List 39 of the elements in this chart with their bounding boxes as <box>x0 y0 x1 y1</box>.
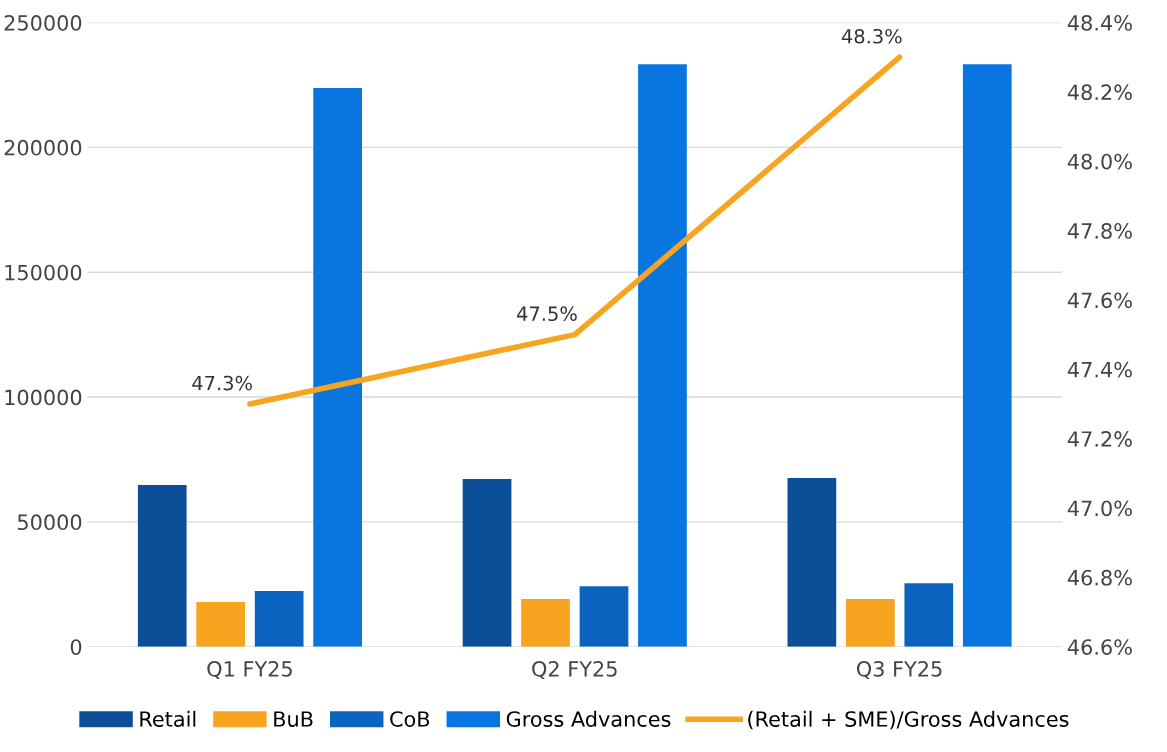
y-tick-label: 100000 <box>5 389 82 406</box>
bar <box>904 583 954 647</box>
y2-tick-label: 47.4% <box>1067 361 1132 378</box>
legend-label: (Retail + SME)/Gross Advances <box>748 710 1069 730</box>
bar <box>787 477 837 647</box>
y-tick-label: 250000 <box>4 15 82 31</box>
x-tick-label: Q3 FY25 <box>856 660 942 680</box>
bar <box>462 478 512 647</box>
legend-label: Gross Advances <box>506 710 671 727</box>
y-tick-label: 200000 <box>4 139 82 156</box>
x-tick-label: Q2 FY25 <box>532 660 617 680</box>
bar <box>313 87 362 647</box>
y-tick-label: 150000 <box>5 264 82 281</box>
legend-label: CoB <box>390 711 430 727</box>
y2-tick-label: 47.2% <box>1067 431 1132 447</box>
y2-tick-label: 48.4% <box>1067 15 1132 31</box>
x-tick-label: Q1 FY25 <box>207 660 292 680</box>
y2-tick-label: 48.2% <box>1067 84 1132 101</box>
y2-tick-label: 47.0% <box>1067 500 1132 517</box>
legend-label: BuB <box>274 711 313 727</box>
y2-tick-label: 47.6% <box>1067 292 1132 309</box>
legend-label: Retail <box>140 710 196 727</box>
bar <box>845 599 895 647</box>
y2-tick-label: 47.8% <box>1067 223 1132 239</box>
bar <box>579 586 629 647</box>
bar <box>254 591 304 647</box>
data-label: 47.3% <box>192 375 252 391</box>
y-tick-label: 50000 <box>18 514 82 531</box>
y-tick-label: 0 <box>70 639 82 655</box>
bar <box>196 602 246 647</box>
data-label: 48.3% <box>841 28 902 44</box>
bar <box>962 64 1012 647</box>
bar <box>521 599 570 647</box>
y2-tick-label: 46.6% <box>1067 639 1132 655</box>
bar <box>137 484 187 647</box>
y2-tick-label: 46.8% <box>1067 569 1132 586</box>
data-label: 47.5% <box>517 306 577 322</box>
bar <box>638 64 687 647</box>
y2-tick-label: 48.0% <box>1067 153 1132 170</box>
